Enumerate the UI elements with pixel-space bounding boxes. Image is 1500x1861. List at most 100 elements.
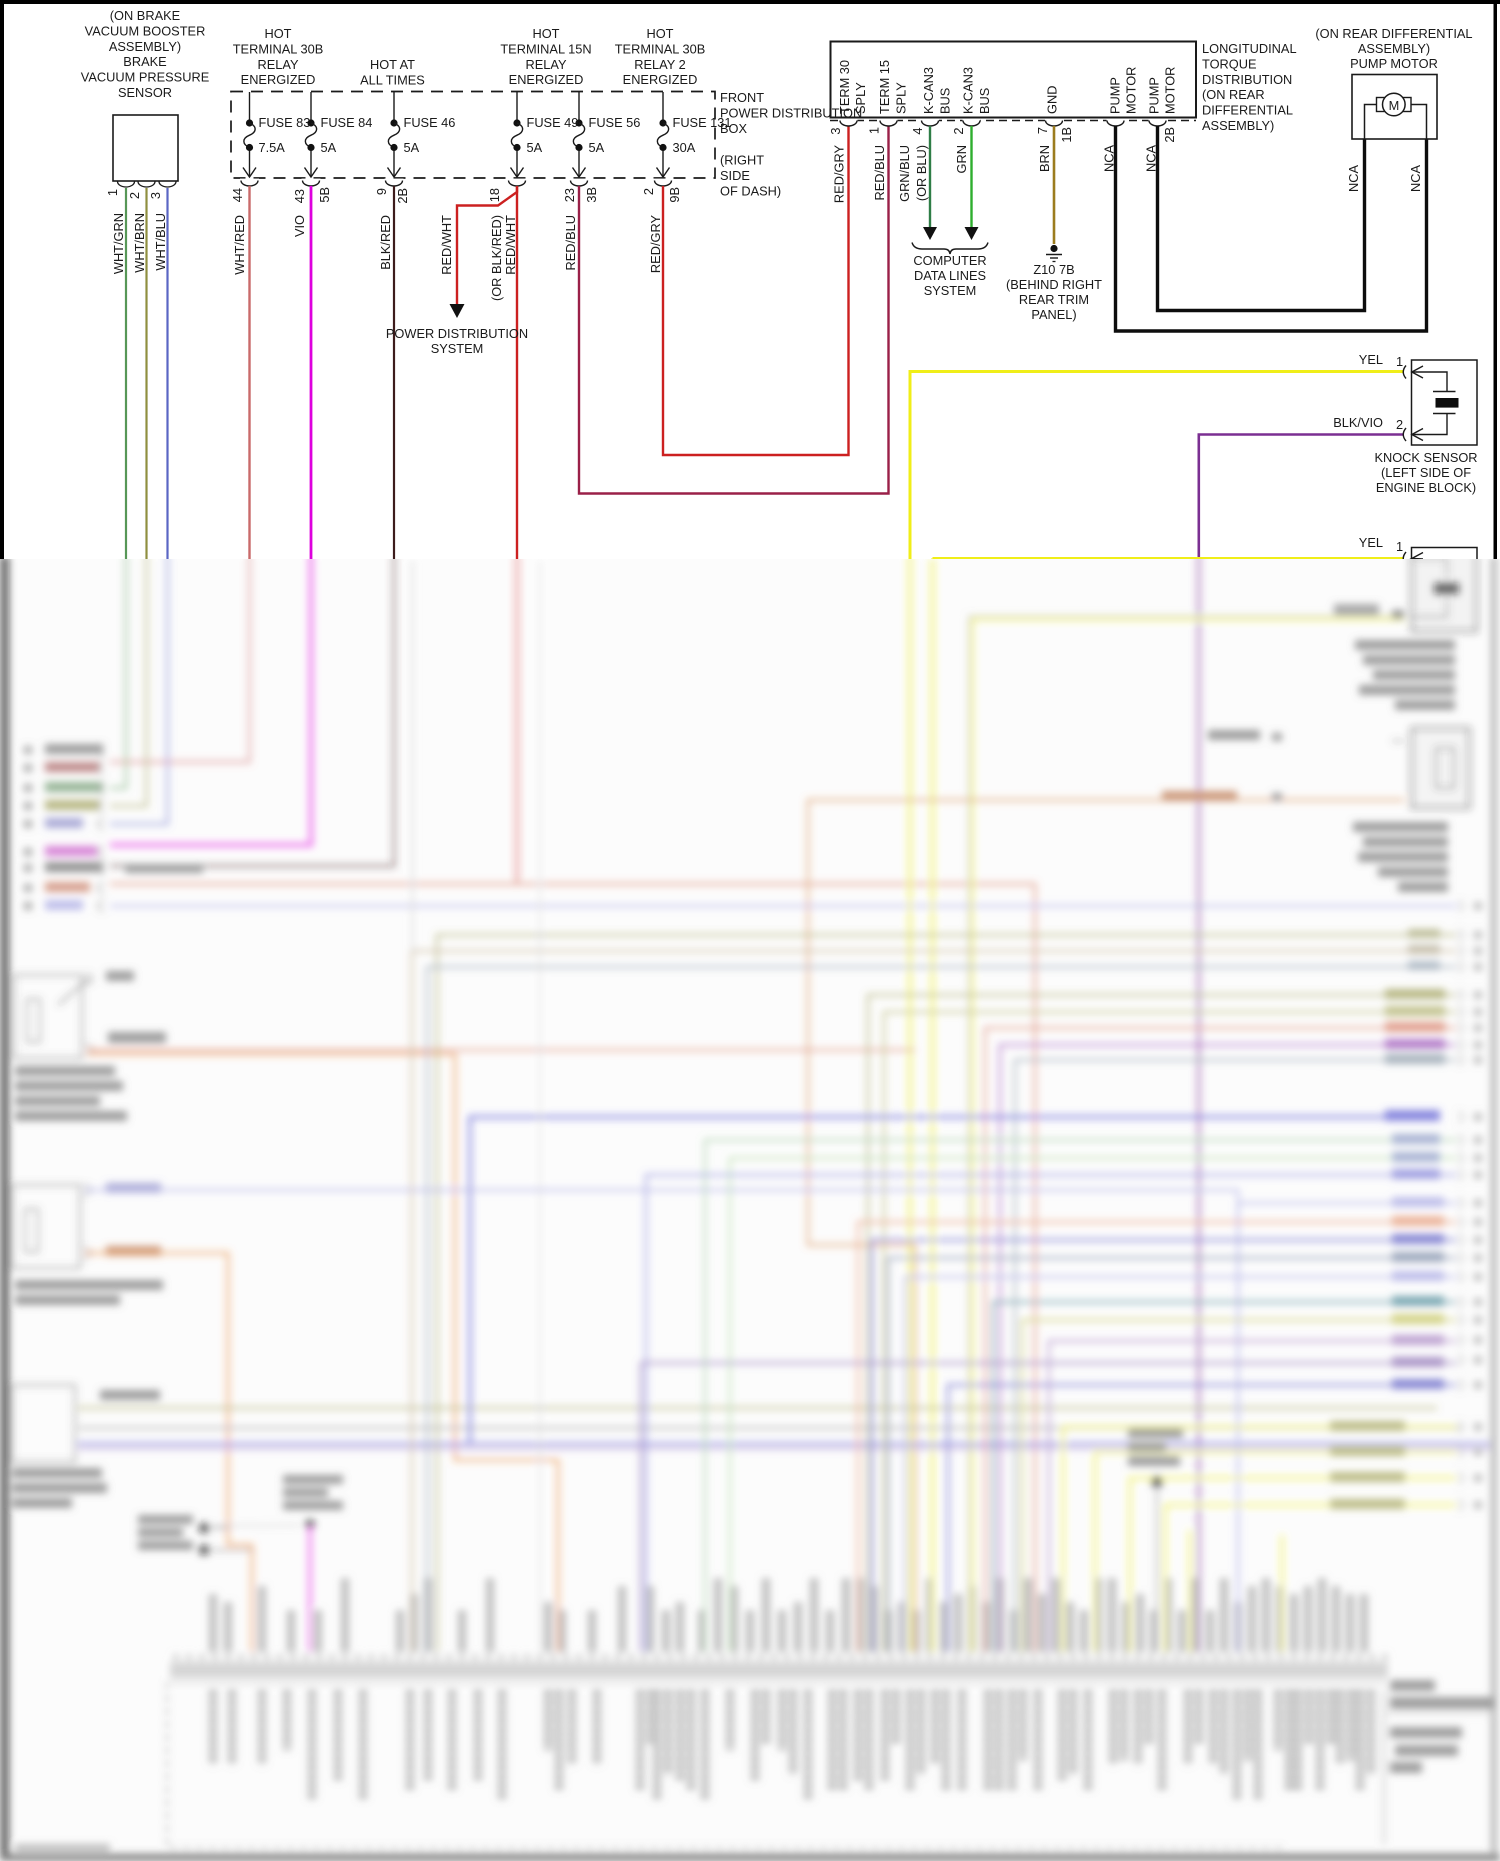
- svg-text:ALL TIMES: ALL TIMES: [360, 72, 425, 87]
- svg-text:Z10 7B: Z10 7B: [1033, 262, 1074, 277]
- svg-text:1: 1: [105, 189, 120, 196]
- svg-text:HOT: HOT: [646, 26, 673, 41]
- svg-text:BRAKE: BRAKE: [123, 54, 166, 69]
- svg-text:SYSTEM: SYSTEM: [431, 341, 484, 356]
- svg-text:(ON REAR DIFFERENTIAL: (ON REAR DIFFERENTIAL: [1315, 26, 1472, 41]
- svg-text:VACUUM PRESSURE: VACUUM PRESSURE: [81, 70, 209, 85]
- svg-text:1: 1: [867, 127, 882, 134]
- svg-text:5A: 5A: [404, 140, 420, 155]
- svg-text:BRN: BRN: [1037, 145, 1052, 172]
- svg-text:BLK/VIO: BLK/VIO: [1333, 415, 1383, 430]
- svg-text:3: 3: [828, 128, 843, 135]
- svg-text:TERM 30: TERM 30: [837, 60, 852, 114]
- svg-text:TERM 15: TERM 15: [877, 60, 892, 114]
- svg-text:(LEFT SIDE OF: (LEFT SIDE OF: [1381, 465, 1471, 480]
- svg-text:ASSEMBLY): ASSEMBLY): [1202, 118, 1274, 133]
- svg-text:2: 2: [1396, 417, 1403, 432]
- svg-text:WHT/RED: WHT/RED: [232, 215, 247, 275]
- svg-text:5A: 5A: [321, 140, 337, 155]
- svg-text:PUMP: PUMP: [1147, 77, 1162, 114]
- svg-text:1: 1: [1396, 354, 1403, 369]
- svg-text:RED/BLU: RED/BLU: [872, 145, 887, 200]
- svg-text:YEL: YEL: [1359, 352, 1383, 367]
- svg-text:REAR TRIM: REAR TRIM: [1019, 292, 1089, 307]
- svg-text:3B: 3B: [584, 187, 599, 203]
- svg-text:9B: 9B: [667, 187, 682, 203]
- svg-text:M: M: [1389, 98, 1400, 113]
- svg-text:GRN/BLU: GRN/BLU: [897, 145, 912, 202]
- svg-text:(OR BLU): (OR BLU): [914, 145, 929, 201]
- svg-text:GRN: GRN: [954, 145, 969, 173]
- svg-text:WHT/GRN: WHT/GRN: [111, 213, 126, 274]
- svg-text:OF DASH): OF DASH): [720, 184, 781, 199]
- svg-text:(ON REAR: (ON REAR: [1202, 87, 1265, 102]
- svg-text:SPLY: SPLY: [853, 82, 868, 114]
- svg-text:NCA: NCA: [1102, 145, 1117, 172]
- svg-text:(OR BLK/RED): (OR BLK/RED): [489, 215, 504, 301]
- svg-text:PANEL): PANEL): [1031, 307, 1076, 322]
- svg-text:PUMP MOTOR: PUMP MOTOR: [1350, 56, 1438, 71]
- svg-text:RED/WHT: RED/WHT: [439, 215, 454, 275]
- svg-text:FRONT: FRONT: [720, 90, 764, 105]
- svg-text:RED/GRY: RED/GRY: [832, 145, 847, 204]
- svg-text:4: 4: [910, 128, 925, 135]
- svg-text:TERMINAL 30B: TERMINAL 30B: [233, 41, 324, 56]
- svg-text:NCA: NCA: [1144, 145, 1159, 172]
- svg-text:2: 2: [951, 128, 966, 135]
- svg-text:5A: 5A: [589, 140, 605, 155]
- svg-text:BUS: BUS: [938, 88, 953, 114]
- svg-text:WHT/BRN: WHT/BRN: [132, 213, 147, 273]
- svg-text:3: 3: [148, 192, 163, 199]
- svg-text:RELAY: RELAY: [525, 57, 566, 72]
- svg-text:RED/GRY: RED/GRY: [648, 215, 663, 274]
- svg-text:ENERGIZED: ENERGIZED: [509, 72, 584, 87]
- svg-text:KNOCK SENSOR: KNOCK SENSOR: [1374, 450, 1477, 465]
- svg-text:RELAY: RELAY: [257, 57, 298, 72]
- svg-text:TERMINAL 15N: TERMINAL 15N: [500, 41, 591, 56]
- svg-text:VACUUM BOOSTER: VACUUM BOOSTER: [85, 23, 206, 38]
- svg-text:SPLY: SPLY: [894, 82, 909, 114]
- svg-text:FUSE 84: FUSE 84: [321, 115, 373, 130]
- svg-text:YEL: YEL: [1359, 535, 1383, 550]
- svg-text:HOT AT: HOT AT: [370, 57, 415, 72]
- svg-text:MOTOR: MOTOR: [1124, 67, 1139, 114]
- svg-text:SYSTEM: SYSTEM: [924, 283, 977, 298]
- svg-text:FUSE 131: FUSE 131: [673, 115, 732, 130]
- svg-text:RED/WHT: RED/WHT: [503, 215, 518, 275]
- svg-text:2: 2: [127, 192, 142, 199]
- svg-text:HOT: HOT: [532, 26, 559, 41]
- svg-text:TERMINAL 30B: TERMINAL 30B: [615, 41, 706, 56]
- svg-text:ENERGIZED: ENERGIZED: [623, 72, 698, 87]
- svg-text:FUSE 46: FUSE 46: [404, 115, 456, 130]
- svg-text:FUSE 56: FUSE 56: [589, 115, 641, 130]
- svg-text:18: 18: [487, 188, 502, 202]
- svg-text:BLK/RED: BLK/RED: [378, 215, 393, 270]
- svg-text:COMPUTER: COMPUTER: [913, 253, 986, 268]
- svg-text:5A: 5A: [527, 140, 543, 155]
- svg-text:5B: 5B: [317, 187, 332, 203]
- svg-text:HOT: HOT: [264, 26, 291, 41]
- svg-text:BOX: BOX: [720, 121, 747, 136]
- svg-text:ENERGIZED: ENERGIZED: [241, 72, 316, 87]
- svg-text:43: 43: [292, 189, 307, 203]
- svg-text:DATA LINES: DATA LINES: [914, 268, 986, 283]
- svg-text:BUS: BUS: [977, 88, 992, 114]
- svg-text:ENGINE BLOCK): ENGINE BLOCK): [1376, 480, 1476, 495]
- svg-text:(BEHIND RIGHT: (BEHIND RIGHT: [1006, 277, 1102, 292]
- svg-text:9: 9: [374, 188, 389, 195]
- svg-text:RED/BLU: RED/BLU: [563, 215, 578, 270]
- svg-text:PUMP: PUMP: [1108, 77, 1123, 114]
- svg-text:NCA: NCA: [1346, 165, 1361, 192]
- svg-text:7: 7: [1035, 127, 1050, 134]
- svg-text:2: 2: [641, 188, 656, 195]
- svg-text:TORQUE: TORQUE: [1202, 56, 1257, 71]
- svg-text:POWER DISTRIBUTION: POWER DISTRIBUTION: [386, 326, 528, 341]
- svg-text:FUSE 83: FUSE 83: [259, 115, 311, 130]
- svg-text:MOTOR: MOTOR: [1163, 67, 1178, 114]
- svg-text:1B: 1B: [1059, 127, 1074, 143]
- svg-text:2B: 2B: [1162, 127, 1177, 143]
- svg-text:44: 44: [230, 188, 245, 202]
- svg-text:K-CAN3: K-CAN3: [961, 67, 976, 114]
- svg-text:LONGITUDINAL: LONGITUDINAL: [1202, 41, 1297, 56]
- svg-text:(ON BRAKE: (ON BRAKE: [110, 8, 180, 23]
